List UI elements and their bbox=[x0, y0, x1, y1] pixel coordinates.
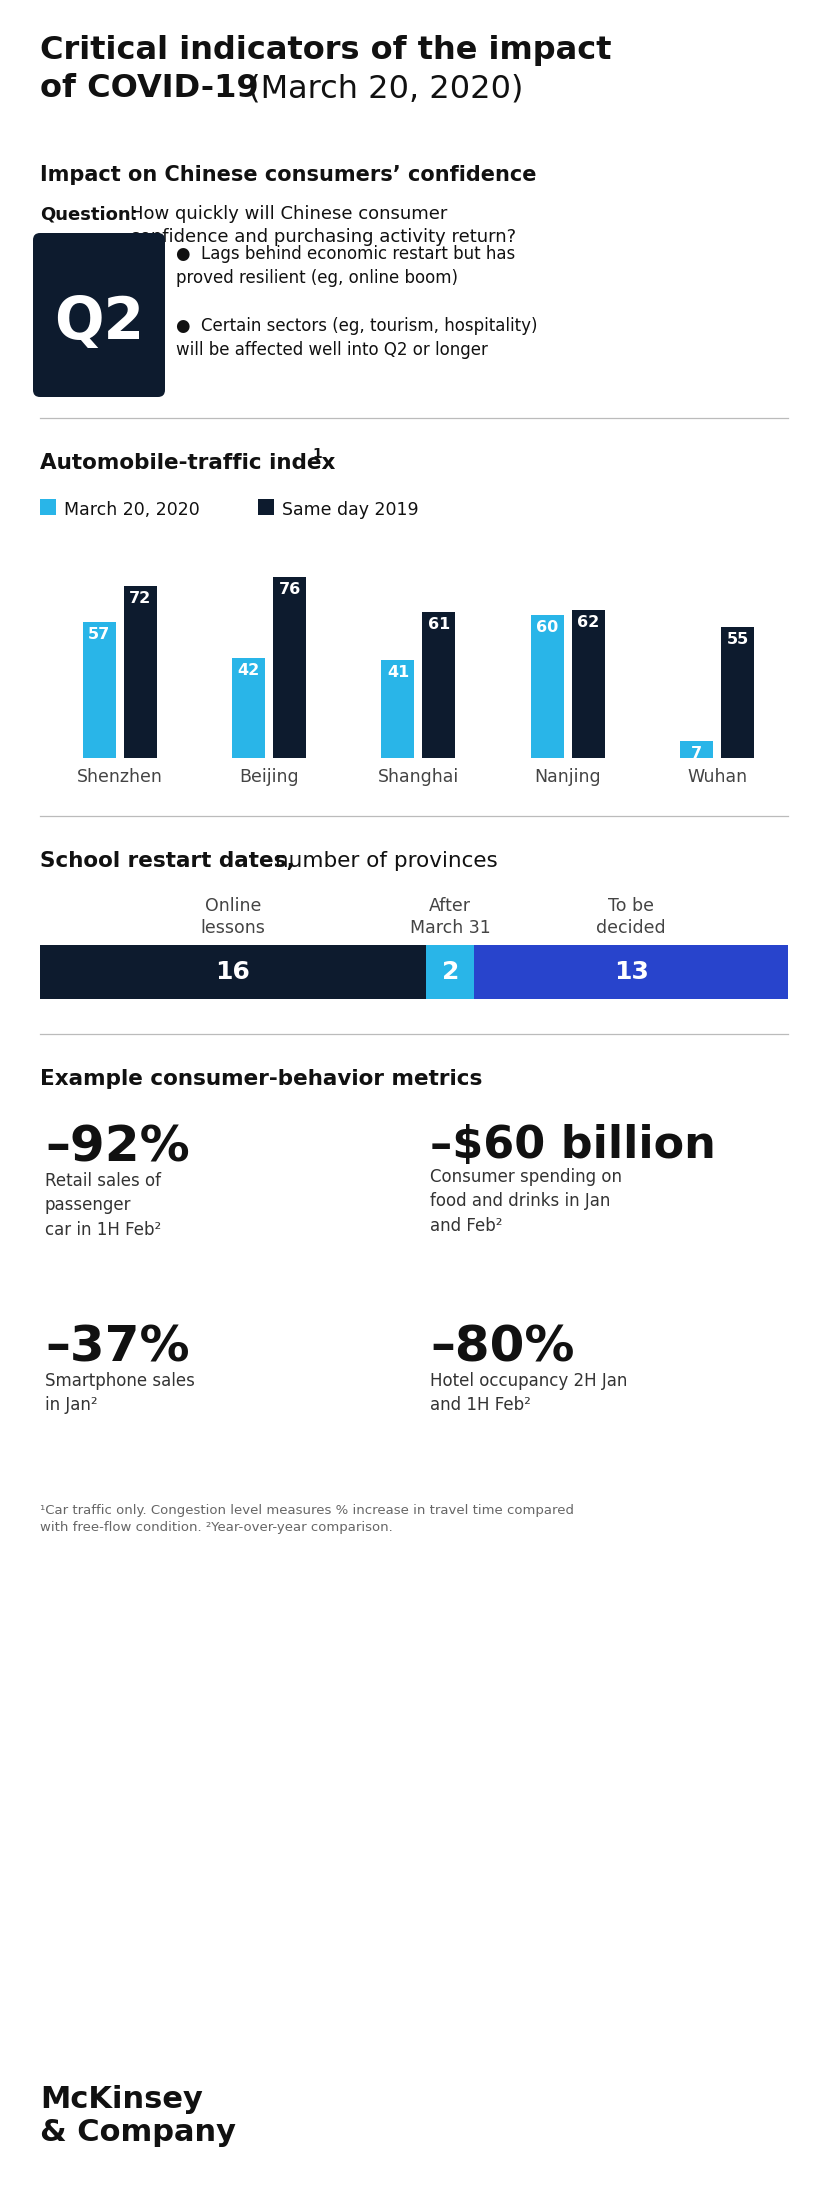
Text: Nanjing: Nanjing bbox=[534, 768, 600, 785]
Text: 16: 16 bbox=[215, 959, 250, 983]
Text: 60: 60 bbox=[536, 620, 558, 636]
Text: Wuhan: Wuhan bbox=[686, 768, 747, 785]
Text: Consumer spending on
food and drinks in Jan
and Feb²: Consumer spending on food and drinks in … bbox=[429, 1168, 621, 1234]
Text: 41: 41 bbox=[386, 664, 409, 680]
Text: 1: 1 bbox=[312, 447, 322, 462]
Text: ●  Lags behind economic restart but has
proved resilient (eg, online boom): ● Lags behind economic restart but has p… bbox=[176, 244, 514, 286]
Text: of COVID-19: of COVID-19 bbox=[40, 73, 258, 103]
Text: ¹Car traffic only. Congestion level measures % increase in travel time compared
: ¹Car traffic only. Congestion level meas… bbox=[40, 1505, 573, 1536]
Bar bbox=[40, 946, 426, 999]
Text: Automobile-traffic index: Automobile-traffic index bbox=[40, 453, 335, 473]
Text: Same day 2019: Same day 2019 bbox=[282, 502, 418, 519]
Text: March 20, 2020: March 20, 2020 bbox=[64, 502, 199, 519]
Bar bbox=[680, 741, 712, 759]
Text: (March 20, 2020): (March 20, 2020) bbox=[237, 73, 523, 103]
Text: Beijing: Beijing bbox=[239, 768, 299, 785]
Text: 62: 62 bbox=[576, 616, 599, 629]
Text: To be
decided: To be decided bbox=[595, 898, 665, 937]
Bar bbox=[381, 660, 414, 759]
Bar bbox=[426, 946, 474, 999]
Bar bbox=[530, 614, 563, 759]
Text: 2: 2 bbox=[441, 959, 458, 983]
Text: Q2: Q2 bbox=[54, 295, 144, 352]
Text: How quickly will Chinese consumer
confidence and purchasing activity return?: How quickly will Chinese consumer confid… bbox=[130, 205, 515, 246]
Bar bbox=[474, 946, 787, 999]
Text: 42: 42 bbox=[237, 662, 260, 678]
Text: Impact on Chinese consumers’ confidence: Impact on Chinese consumers’ confidence bbox=[40, 165, 536, 185]
FancyBboxPatch shape bbox=[33, 233, 165, 396]
Bar bbox=[571, 609, 605, 759]
Text: 72: 72 bbox=[129, 592, 151, 607]
Bar bbox=[422, 612, 455, 759]
Text: Example consumer-behavior metrics: Example consumer-behavior metrics bbox=[40, 1069, 482, 1089]
Text: McKinsey: McKinsey bbox=[40, 2086, 203, 2114]
Text: 55: 55 bbox=[726, 631, 748, 647]
Text: –37%: –37% bbox=[45, 1324, 189, 1373]
Bar bbox=[232, 658, 265, 759]
Text: Hotel occupancy 2H Jan
and 1H Feb²: Hotel occupancy 2H Jan and 1H Feb² bbox=[429, 1373, 627, 1415]
Bar bbox=[83, 623, 116, 759]
Text: Online
lessons: Online lessons bbox=[200, 898, 265, 937]
Text: 13: 13 bbox=[613, 959, 648, 983]
Text: ●  Certain sectors (eg, tourism, hospitality)
will be affected well into Q2 or l: ● Certain sectors (eg, tourism, hospital… bbox=[176, 317, 537, 359]
Text: 61: 61 bbox=[428, 618, 450, 631]
Text: Critical indicators of the impact: Critical indicators of the impact bbox=[40, 35, 611, 66]
Bar bbox=[123, 585, 156, 759]
Bar bbox=[40, 499, 56, 515]
Text: Question:: Question: bbox=[40, 205, 137, 222]
Text: Retail sales of
passenger
car in 1H Feb²: Retail sales of passenger car in 1H Feb² bbox=[45, 1173, 161, 1239]
Text: After
March 31: After March 31 bbox=[409, 898, 490, 937]
Bar bbox=[273, 576, 306, 759]
Text: 7: 7 bbox=[691, 746, 701, 761]
Text: Shenzhen: Shenzhen bbox=[77, 768, 162, 785]
Text: Smartphone sales
in Jan²: Smartphone sales in Jan² bbox=[45, 1373, 194, 1415]
Text: number of provinces: number of provinces bbox=[268, 851, 497, 871]
Text: & Company: & Company bbox=[40, 2119, 236, 2147]
Text: School restart dates,: School restart dates, bbox=[40, 851, 294, 871]
Text: –$60 billion: –$60 billion bbox=[429, 1124, 715, 1166]
Text: Shanghai: Shanghai bbox=[377, 768, 458, 785]
Text: 76: 76 bbox=[278, 581, 300, 596]
Bar bbox=[258, 499, 274, 515]
Bar bbox=[720, 627, 753, 759]
Text: 57: 57 bbox=[88, 627, 110, 642]
Text: –80%: –80% bbox=[429, 1324, 574, 1373]
Text: –92%: –92% bbox=[45, 1124, 189, 1173]
